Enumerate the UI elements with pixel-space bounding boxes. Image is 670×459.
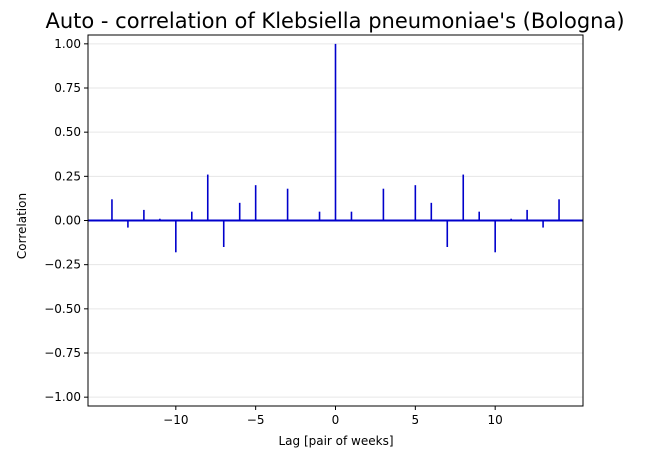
x-tick-label: −5 (247, 413, 265, 427)
y-axis-label: Correlation (15, 193, 29, 259)
y-tick-label: 0.00 (54, 214, 81, 228)
chart-title: Auto - correlation of Klebsiella pneumon… (45, 9, 624, 33)
x-axis-label: Lag [pair of weeks] (278, 434, 393, 448)
x-tick-label: 5 (412, 413, 420, 427)
y-tick-label: 1.00 (54, 37, 81, 51)
y-tick-label: 0.50 (54, 125, 81, 139)
y-tick-label: −0.75 (44, 346, 81, 360)
y-tick-label: 0.25 (54, 169, 81, 183)
axes: −1.00 −0.75 −0.50 −0.25 0.00 0.25 0.50 0.75 1.00… (44, 34, 584, 427)
y-tick-label: 0.75 (54, 81, 81, 95)
y-tick-label: −1.00 (44, 390, 81, 404)
correlation-stems (88, 43, 583, 253)
x-tick-label: 10 (488, 413, 503, 427)
x-tick-label: 0 (332, 413, 340, 427)
y-tick-label: −0.25 (44, 258, 81, 272)
x-tick-label: −10 (163, 413, 188, 427)
y-tick-label: −0.50 (44, 302, 81, 316)
